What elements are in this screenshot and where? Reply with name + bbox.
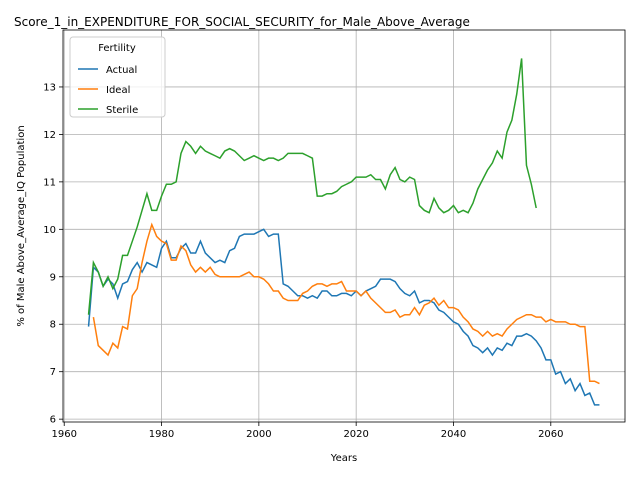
legend-label: Sterile bbox=[106, 105, 138, 116]
y-tick-label: 6 bbox=[50, 415, 56, 426]
plot-frame bbox=[62, 29, 626, 423]
y-tick-label: 7 bbox=[50, 367, 56, 378]
legend-title: Fertility bbox=[98, 43, 136, 54]
x-tick-label: 1980 bbox=[149, 429, 174, 440]
y-tick-label: 9 bbox=[50, 272, 56, 283]
x-tick-label: 2020 bbox=[343, 429, 368, 440]
y-tick-label: 11 bbox=[43, 177, 56, 188]
y-tick-label: 12 bbox=[43, 130, 56, 141]
line bbox=[92, 222, 600, 385]
line bbox=[87, 228, 600, 406]
legend-label: Ideal bbox=[106, 85, 130, 96]
y-axis-label: % of Male Above_Average_IQ Population bbox=[16, 125, 27, 326]
x-tick-label: 2040 bbox=[441, 429, 466, 440]
x-axis-label: Years bbox=[330, 453, 357, 464]
x-tick-label: 1960 bbox=[51, 429, 76, 440]
chart-title: Score_1_in_EXPENDITURE_FOR_SOCIAL_SECURI… bbox=[14, 15, 470, 29]
y-tick-label: 10 bbox=[43, 225, 56, 236]
line bbox=[87, 58, 537, 315]
legend-box bbox=[69, 36, 166, 118]
y-tick-label: 8 bbox=[50, 320, 56, 331]
x-tick-label: 2000 bbox=[246, 429, 271, 440]
y-tick-label: 13 bbox=[43, 82, 56, 93]
legend-label: Actual bbox=[106, 65, 137, 76]
x-tick-label: 2060 bbox=[538, 429, 563, 440]
